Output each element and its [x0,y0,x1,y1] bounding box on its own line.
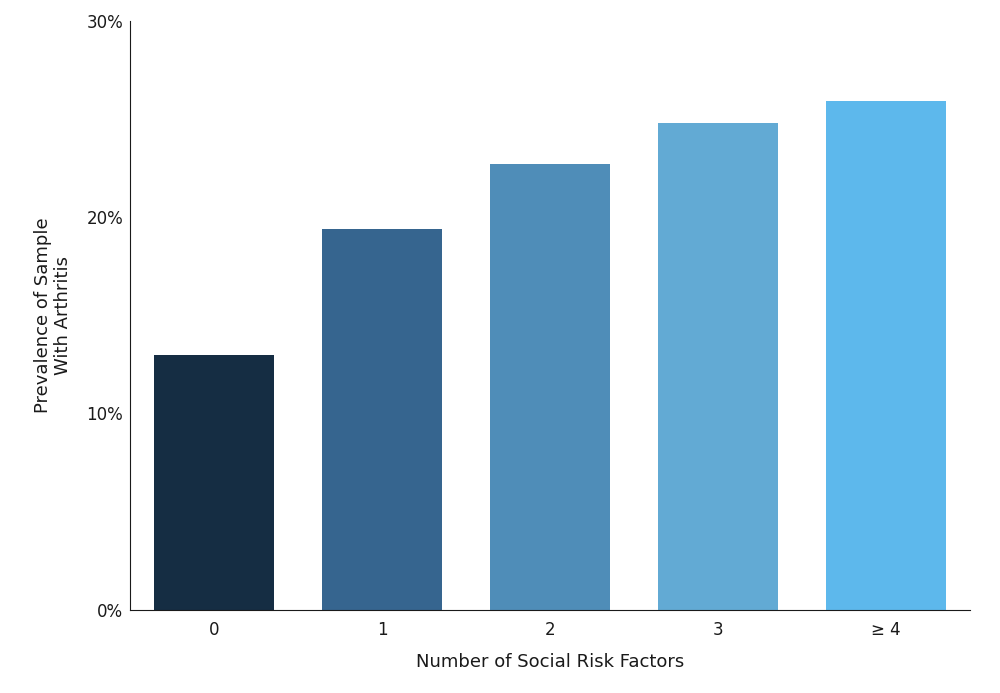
Bar [658,123,778,610]
Y-axis label: Prevalence of Sample
With Arthritis: Prevalence of Sample With Arthritis [34,218,72,413]
Bar [826,101,946,610]
X-axis label: Number of Social Risk Factors: Number of Social Risk Factors [416,653,684,671]
Bar [490,164,610,610]
Bar [322,229,442,610]
Bar [154,355,274,610]
